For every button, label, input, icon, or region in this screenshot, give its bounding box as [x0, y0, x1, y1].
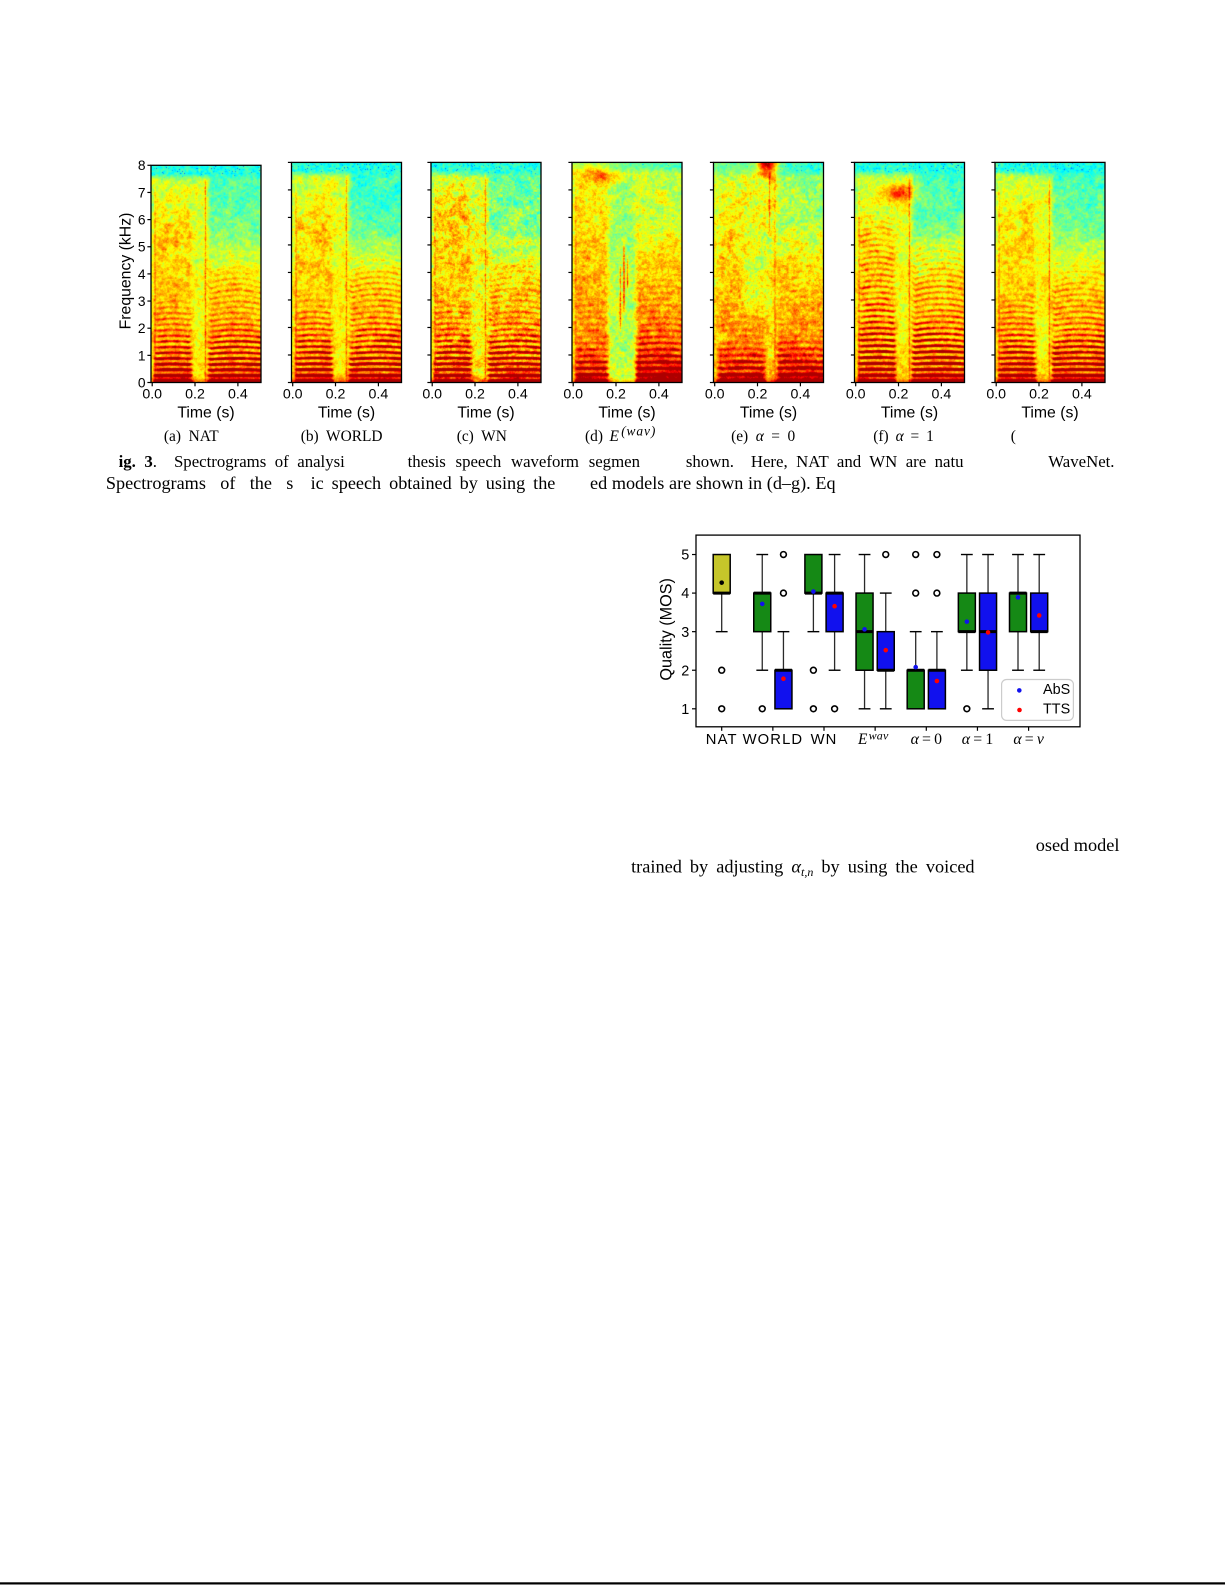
svg-text:0.4: 0.4 [791, 387, 811, 403]
svg-text:(c) WN: (c) WN [457, 428, 507, 445]
svg-text:Time (s): Time (s) [457, 405, 514, 422]
svg-text:Time (s): Time (s) [598, 405, 655, 422]
svg-text:6: 6 [138, 213, 146, 228]
svg-text:2: 2 [681, 663, 689, 679]
svg-text:0: 0 [138, 375, 146, 390]
svg-text:1: 1 [138, 348, 146, 363]
svg-text:WORLD: WORLD [743, 732, 804, 748]
svg-text:0.2: 0.2 [606, 387, 626, 403]
svg-text:0.4: 0.4 [508, 387, 528, 403]
svg-text:0.0: 0.0 [986, 387, 1006, 403]
svg-text:Time (s): Time (s) [318, 405, 375, 422]
svg-text:osed model: osed model [1036, 835, 1120, 855]
svg-text:Time (s): Time (s) [1021, 405, 1078, 422]
svg-text:0.2: 0.2 [465, 387, 485, 403]
svg-text:(: ( [1011, 428, 1016, 445]
svg-text:trained by adjusting αt,n by u: trained by adjusting αt,n by using the v… [631, 857, 974, 879]
svg-text:0.0: 0.0 [846, 387, 866, 403]
svg-text:(d)E(wav): (d) E (wav) [585, 423, 656, 445]
svg-text:α = 1: α = 1 [962, 731, 993, 748]
svg-text:WaveNet.: WaveNet. [1048, 452, 1114, 471]
svg-text:ig. 3. Spectrograms of analys: ig. 3. Spectrograms of analysi [119, 452, 346, 471]
svg-text:Time (s): Time (s) [881, 405, 938, 422]
svg-text:Time (s): Time (s) [177, 405, 234, 422]
svg-text:0.2: 0.2 [326, 387, 346, 403]
svg-text:(b) WORLD: (b) WORLD [301, 428, 383, 445]
svg-text:NAT: NAT [706, 732, 738, 748]
svg-text:0.4: 0.4 [649, 387, 669, 403]
svg-text:Ewav: Ewav [857, 728, 889, 748]
svg-text:ed models are shown in (d–g).: ed models are shown in (d–g). Eq [590, 473, 836, 494]
svg-text:3: 3 [138, 294, 146, 309]
svg-text:0.0: 0.0 [422, 387, 442, 403]
svg-text:4: 4 [681, 586, 689, 602]
svg-text:5: 5 [138, 240, 146, 255]
svg-text:ic speech obtained by using th: ic speech obtained by using the [311, 473, 556, 493]
svg-text:4: 4 [138, 267, 146, 282]
svg-text:0.4: 0.4 [932, 387, 952, 403]
svg-text:0.4: 0.4 [1072, 387, 1092, 403]
svg-text:(e) α = 0: (e) α = 0 [731, 428, 795, 445]
svg-text:1: 1 [681, 702, 689, 718]
svg-text:shown. Here, NAT and WN are n: shown. Here, NAT and WN are natu [686, 452, 964, 471]
svg-text:0.2: 0.2 [748, 387, 768, 403]
svg-text:0.2: 0.2 [889, 387, 909, 403]
svg-text:0.4: 0.4 [228, 387, 248, 403]
svg-text:8: 8 [138, 158, 146, 173]
svg-text:WN: WN [811, 732, 838, 748]
svg-text:Time (s): Time (s) [740, 405, 797, 422]
svg-text:Spectrograms of the s: Spectrograms of the s [106, 473, 294, 493]
svg-text:3: 3 [681, 625, 689, 641]
svg-text:0.0: 0.0 [705, 387, 725, 403]
svg-text:TTS: TTS [1043, 701, 1070, 717]
svg-text:thesis speech waveform segmen: thesis speech waveform segmen [408, 452, 641, 471]
svg-text:5: 5 [681, 548, 689, 564]
svg-text:0.0: 0.0 [563, 387, 583, 403]
svg-text:0.2: 0.2 [1029, 387, 1049, 403]
svg-text:AbS: AbS [1043, 682, 1070, 698]
svg-text:0.0: 0.0 [142, 387, 162, 403]
svg-text:α = v: α = v [1013, 731, 1045, 748]
svg-text:α = 0: α = 0 [911, 731, 943, 748]
svg-text:2: 2 [138, 321, 146, 336]
svg-text:Quality (MOS): Quality (MOS) [658, 578, 676, 681]
svg-text:0.4: 0.4 [369, 387, 389, 403]
svg-text:0.0: 0.0 [283, 387, 303, 403]
svg-text:7: 7 [138, 185, 146, 200]
svg-text:(a) NAT: (a) NAT [164, 428, 219, 445]
svg-text:(f) α = 1: (f) α = 1 [873, 428, 934, 445]
svg-text:Frequency (kHz): Frequency (kHz) [118, 213, 135, 330]
svg-text:0.2: 0.2 [185, 387, 205, 403]
